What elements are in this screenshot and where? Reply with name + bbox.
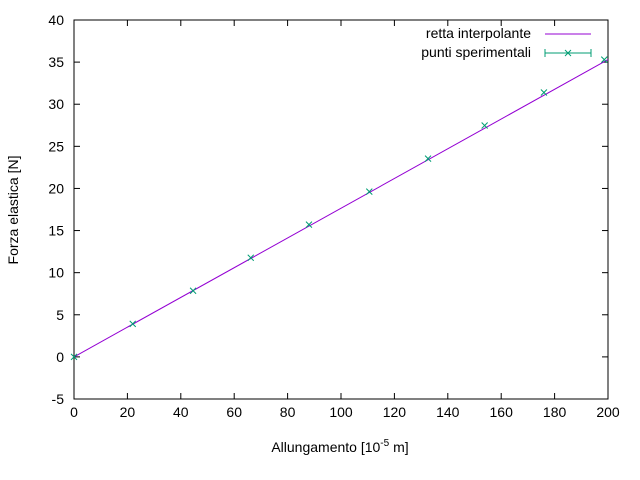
data-point bbox=[365, 188, 373, 195]
x-axis-label: Allungamento [10-5 m] bbox=[271, 438, 408, 455]
y-tick-label: 10 bbox=[48, 265, 64, 281]
plot-frame bbox=[73, 19, 609, 400]
x-tick-label: 100 bbox=[329, 404, 353, 420]
data-point-stroke bbox=[247, 254, 255, 262]
data-point-stroke bbox=[70, 353, 78, 361]
x-tick-label: 0 bbox=[70, 404, 78, 420]
y-axis-ticks: -5 0 5 10 15 20 25 30 35 40 bbox=[48, 12, 608, 407]
data-point bbox=[189, 287, 197, 295]
x-tick-label: 200 bbox=[596, 404, 620, 420]
data-point bbox=[305, 221, 313, 229]
legend-swatch-experimental-points bbox=[544, 49, 592, 57]
legend-label-experimental-points: punti sperimentali bbox=[421, 44, 531, 60]
y-axis-label: Forza elastica [N] bbox=[5, 156, 21, 265]
x-tick-label: 40 bbox=[173, 404, 189, 420]
x-axis-label-exponent: -5 bbox=[380, 438, 389, 449]
y-tick-label: -5 bbox=[52, 391, 65, 407]
x-tick-label: 60 bbox=[226, 404, 242, 420]
data-point-stroke bbox=[305, 221, 313, 229]
y-tick-label: 35 bbox=[48, 54, 64, 70]
data-point bbox=[70, 353, 78, 361]
data-point bbox=[247, 254, 255, 262]
legend: retta interpolante punti sperimentali bbox=[421, 25, 592, 60]
x-tick-label: 120 bbox=[383, 404, 407, 420]
plot-border bbox=[73, 19, 609, 400]
legend-marker bbox=[564, 49, 572, 57]
fit-line-series bbox=[73, 59, 609, 358]
data-point-stroke bbox=[424, 155, 432, 162]
data-point-stroke bbox=[365, 188, 373, 195]
data-point-stroke bbox=[189, 287, 197, 295]
data-point-stroke bbox=[600, 56, 608, 63]
x-tick-label: 140 bbox=[436, 404, 460, 420]
x-tick-label: 80 bbox=[280, 404, 296, 420]
y-tick-label: 20 bbox=[48, 180, 64, 196]
y-tick-label: 5 bbox=[56, 307, 64, 323]
x-tick-label: 160 bbox=[490, 404, 514, 420]
data-point bbox=[424, 155, 432, 162]
data-point-stroke bbox=[481, 122, 488, 129]
y-tick-label: 0 bbox=[56, 349, 64, 365]
data-point bbox=[540, 89, 548, 96]
data-point bbox=[481, 122, 488, 129]
y-tick-label: 40 bbox=[48, 12, 64, 28]
x-axis-label-unit: m] bbox=[389, 439, 408, 455]
x-tick-label: 180 bbox=[543, 404, 567, 420]
y-tick-label: 25 bbox=[48, 138, 64, 154]
fit-line bbox=[73, 59, 609, 358]
data-point-stroke bbox=[540, 89, 548, 96]
x-axis-ticks: 0 20 40 60 80 100 120 140 160 180 200 bbox=[70, 20, 620, 420]
legend-label-fit-line: retta interpolante bbox=[426, 25, 531, 41]
y-tick-label: 30 bbox=[48, 96, 64, 112]
data-point bbox=[600, 56, 608, 63]
x-tick-label: 20 bbox=[120, 404, 136, 420]
data-point bbox=[129, 320, 137, 328]
experimental-points-series bbox=[70, 56, 608, 361]
y-tick-label: 15 bbox=[48, 223, 64, 239]
data-point-stroke bbox=[129, 320, 137, 328]
